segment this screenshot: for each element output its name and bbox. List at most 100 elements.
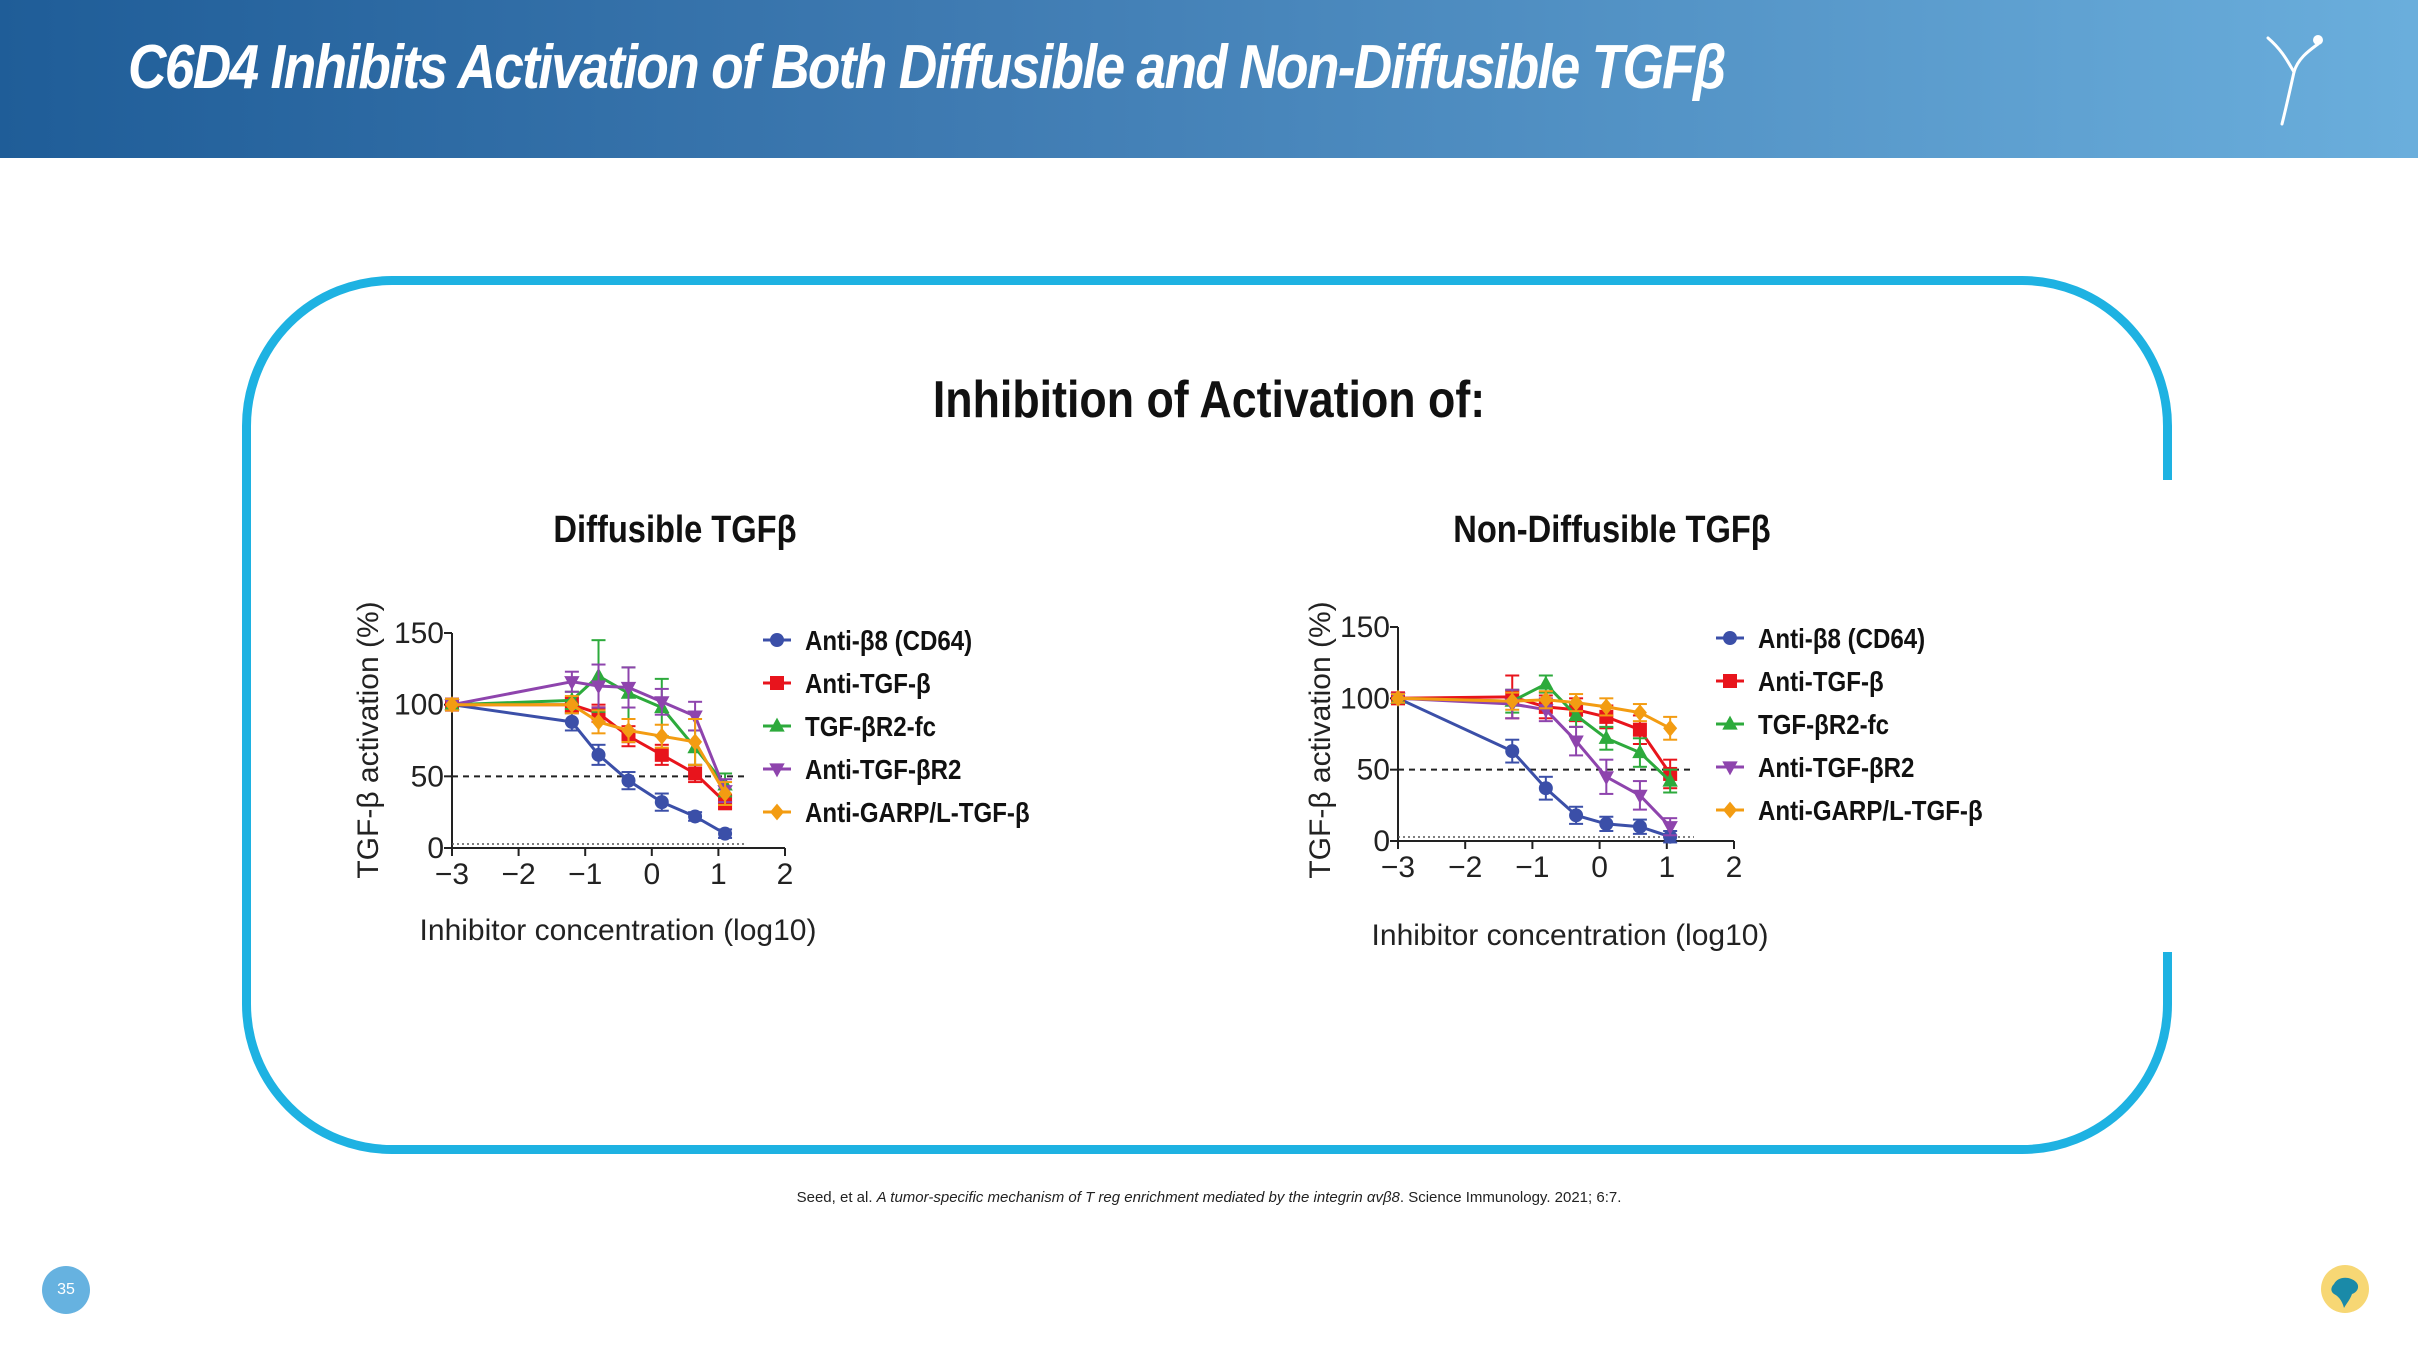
data-point [1538, 781, 1553, 796]
x-tick-label: 0 [643, 858, 660, 891]
y-tick-label: 50 [1357, 754, 1390, 787]
data-point [718, 785, 733, 802]
data-point [1505, 744, 1520, 759]
legend-marker [769, 717, 785, 732]
legend-label: Anti-TGF-β [1758, 665, 1884, 697]
data-point [591, 747, 606, 762]
y-tick-label: 0 [427, 832, 444, 865]
data-point [688, 766, 703, 781]
data-point [1662, 821, 1678, 836]
data-point [1569, 808, 1584, 823]
series-line [1396, 696, 1672, 839]
data-point [1632, 722, 1647, 737]
series-1 [1391, 674, 1678, 790]
legend-marker [1722, 761, 1738, 776]
slide-title: C6D4 Inhibits Activation of Both Diffusi… [128, 33, 1726, 102]
x-tick-label: −2 [501, 858, 535, 891]
data-point [1538, 691, 1553, 709]
data-point [1599, 698, 1614, 716]
legend-label: Anti-TGF-βR2 [805, 753, 961, 785]
data-point [1663, 829, 1678, 844]
data-point [687, 710, 703, 725]
legend-marker [1723, 801, 1737, 819]
data-point [654, 747, 669, 762]
legend-label: Anti-β8 (CD64) [1758, 622, 1925, 654]
data-point [621, 773, 636, 788]
logo-icon [2266, 35, 2323, 126]
x-tick-label: 2 [1726, 851, 1743, 884]
citation-title: A tumor-specific mechanism of T reg enri… [876, 1189, 1400, 1206]
data-point [1569, 694, 1584, 712]
legend-label: TGF-βR2-fc [1758, 708, 1889, 740]
data-point [1568, 707, 1584, 722]
citation: Seed, et al. A tumor-specific mechanism … [0, 1189, 2418, 1206]
data-point [1599, 816, 1614, 831]
data-point [620, 681, 637, 696]
y-axis-label: TGF-β activation (%) [1304, 601, 1337, 878]
data-point [718, 826, 733, 841]
data-point [445, 696, 459, 714]
legend-label: TGF-βR2-fc [805, 710, 936, 742]
legend-marker [769, 763, 785, 778]
legend-marker [770, 676, 784, 690]
x-tick-label: 1 [1658, 851, 1675, 884]
legend-label: Anti-GARP/L-TGF-β [1758, 794, 1983, 826]
x-tick-label: −3 [435, 858, 469, 891]
data-point [654, 795, 669, 810]
chart-title: Diffusible TGFβ [553, 508, 796, 551]
data-point [564, 696, 579, 714]
chart-title: Non-Diffusible TGFβ [1453, 508, 1770, 551]
y-tick-label: 100 [1340, 682, 1390, 715]
y-tick-label: 0 [1373, 825, 1390, 858]
y-tick-label: 100 [394, 689, 444, 722]
legend-marker [1723, 674, 1737, 688]
series-line [450, 703, 727, 795]
data-point [688, 733, 703, 751]
data-point [654, 696, 670, 711]
data-point [564, 714, 579, 729]
y-tick-label: 50 [411, 760, 444, 793]
legend-label: Anti-GARP/L-TGF-β [805, 796, 1030, 828]
data-point [1632, 704, 1647, 721]
data-point [1663, 719, 1678, 737]
page-number: 35 [42, 1266, 90, 1314]
data-point [688, 809, 703, 824]
data-point [1538, 675, 1554, 690]
data-point [590, 680, 607, 695]
citation-journal: . Science Immunology. 2021; 6:7. [1399, 1189, 1622, 1206]
data-point [1598, 771, 1615, 786]
data-point [564, 676, 580, 691]
data-point [1662, 772, 1678, 787]
legend-label: Anti-β8 (CD64) [805, 624, 972, 656]
brand-icon [2321, 1265, 2369, 1313]
x-axis-label: Inhibitor concentration (log10) [1372, 919, 1769, 952]
y-axis-label: TGF-β activation (%) [352, 601, 385, 878]
data-point [1505, 692, 1520, 710]
data-point [1391, 689, 1405, 707]
frame-gap [2160, 480, 2182, 952]
data-point [621, 722, 636, 739]
x-tick-label: −1 [568, 858, 602, 891]
data-point [654, 727, 669, 745]
data-point [1599, 709, 1614, 724]
chart-non-diffusible: Non-Diffusible TGFβ 0 50 100 150 −3 −2 −1 0 1 2 TGF… [1304, 508, 1983, 952]
series-4 [1391, 689, 1678, 741]
data-point [1632, 789, 1648, 804]
main-heading: Inhibition of Activation of: [932, 371, 1486, 429]
x-tick-label: −1 [1515, 851, 1549, 884]
data-point [1568, 735, 1584, 750]
y-tick-label: 150 [394, 617, 444, 650]
legend-marker [1722, 715, 1738, 730]
x-tick-label: −3 [1381, 851, 1415, 884]
title-bar: C6D4 Inhibits Activation of Both Diffusi… [0, 0, 2418, 158]
legend-marker [770, 633, 784, 647]
legend-marker [1723, 631, 1737, 645]
data-point [1632, 819, 1647, 834]
y-tick-label: 150 [1340, 611, 1390, 644]
legend-label: Anti-TGF-βR2 [1758, 751, 1914, 783]
data-point [591, 713, 606, 731]
data-point [1598, 729, 1615, 744]
x-axis-label: Inhibitor concentration (log10) [420, 914, 817, 947]
x-tick-label: −2 [1448, 851, 1482, 884]
